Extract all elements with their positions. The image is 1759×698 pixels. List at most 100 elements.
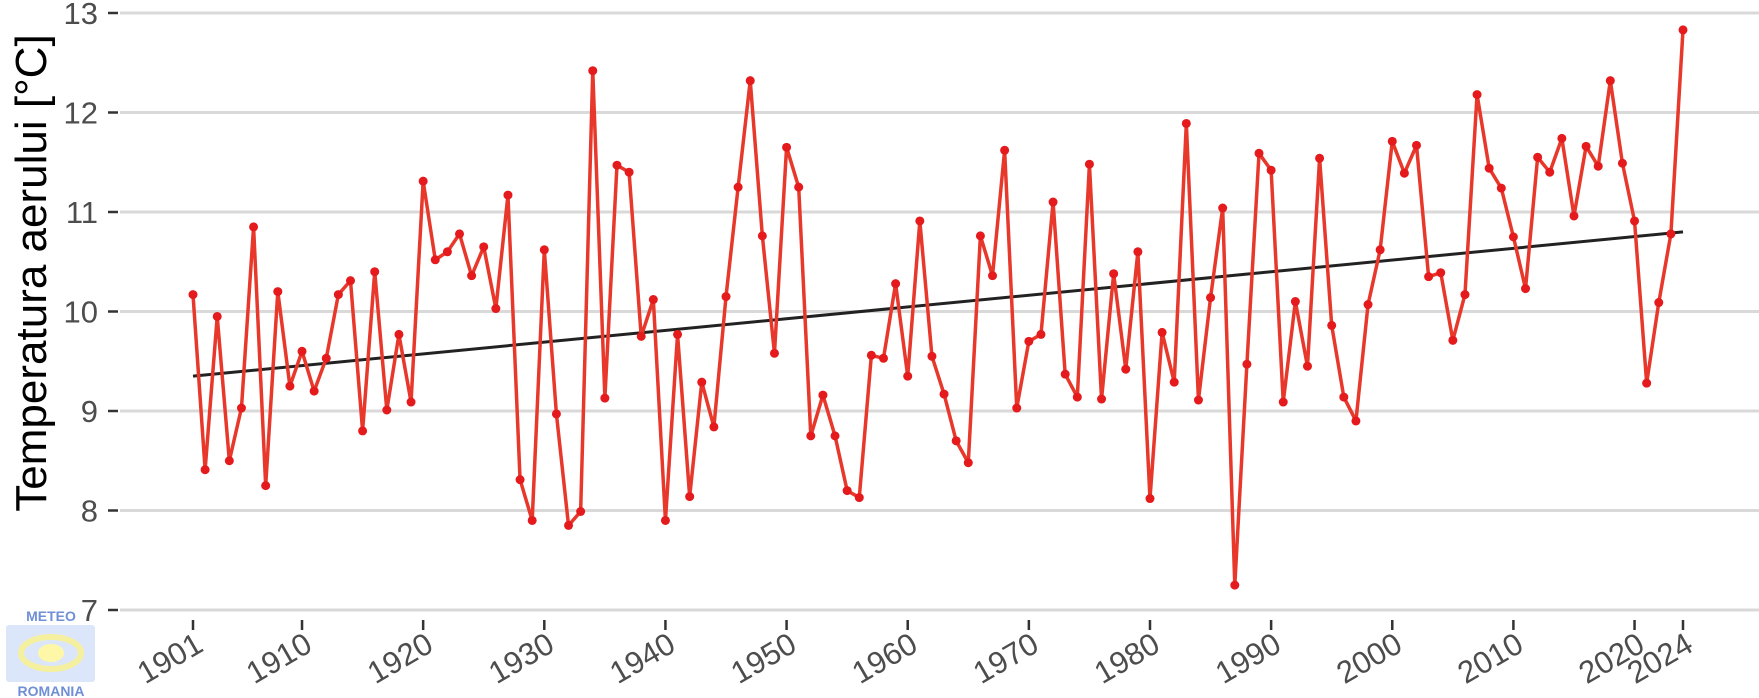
y-tick-label-12: 12 (64, 96, 98, 131)
data-point-1996 (1339, 392, 1349, 402)
trend-line (192, 230, 1684, 378)
y-tick-label-13: 13 (64, 0, 98, 31)
data-point-1965 (963, 458, 973, 468)
data-point-2006 (1460, 290, 1470, 300)
data-point-1932 (564, 520, 574, 530)
data-point-2019 (1617, 158, 1627, 168)
data-point-1948 (757, 231, 767, 241)
data-point-2009 (1496, 183, 1506, 193)
data-point-1974 (1072, 392, 1082, 402)
data-point-2024 (1678, 25, 1688, 35)
y-tick-label-10: 10 (64, 295, 98, 330)
data-point-2002 (1411, 140, 1421, 150)
data-point-2000 (1387, 136, 1397, 146)
data-point-1937 (624, 167, 634, 177)
data-point-1971 (1036, 329, 1046, 339)
data-point-1915 (358, 426, 368, 436)
data-point-1938 (636, 331, 646, 341)
data-point-1997 (1351, 416, 1361, 426)
x-tick-label-2000: 2000 (1331, 626, 1408, 691)
y-tick-label-11: 11 (66, 195, 98, 230)
data-point-1914 (345, 276, 355, 286)
data-point-1946 (733, 182, 743, 192)
data-point-2001 (1399, 168, 1409, 178)
data-point-1918 (394, 329, 404, 339)
data-point-1944 (709, 422, 719, 432)
data-point-1917 (382, 405, 392, 415)
data-point-1943 (697, 377, 707, 387)
data-point-1953 (818, 390, 828, 400)
data-point-1921 (430, 255, 440, 265)
data-point-1911 (309, 386, 319, 396)
data-point-1933 (576, 506, 586, 516)
data-point-2018 (1605, 76, 1615, 86)
x-axis-ticks: 1901 1910 1920 1930 1940 1950 1960 1970 1980 1990… (131, 620, 1699, 691)
data-point-1956 (854, 493, 864, 503)
data-point-1959 (891, 279, 901, 289)
x-tick-label-1940: 1940 (604, 626, 681, 691)
x-tick-label-1910: 1910 (240, 626, 317, 691)
data-point-1957 (866, 350, 876, 360)
data-point-1903 (212, 311, 222, 321)
data-point-1910 (297, 346, 307, 356)
data-point-2017 (1593, 161, 1603, 171)
data-point-1925 (479, 242, 489, 252)
data-point-1940 (660, 515, 670, 525)
data-point-1909 (285, 381, 295, 391)
data-point-1999 (1375, 245, 1385, 255)
data-point-1962 (927, 351, 937, 361)
data-point-1970 (1024, 336, 1034, 346)
data-point-1987 (1230, 580, 1240, 590)
logo-bottom-text: ROMANIA (18, 683, 85, 698)
data-point-1967 (988, 271, 998, 281)
data-point-1976 (1097, 394, 1107, 404)
y-tick-label-7: 7 (81, 593, 98, 628)
data-point-1982 (1169, 377, 1179, 387)
data-point-1912 (321, 353, 331, 363)
data-point-2011 (1521, 284, 1531, 294)
trend-line-layer (192, 230, 1684, 378)
data-point-1951 (794, 182, 804, 192)
data-point-1919 (406, 397, 416, 407)
data-point-1950 (782, 142, 792, 152)
data-point-1979 (1133, 247, 1143, 257)
data-point-1920 (418, 176, 428, 186)
x-tick-label-1930: 1930 (483, 626, 560, 691)
data-point-1981 (1157, 327, 1167, 337)
data-point-1977 (1109, 269, 1119, 279)
x-tick-label-1980: 1980 (1088, 626, 1165, 691)
data-point-2003 (1424, 272, 1434, 282)
data-point-2023 (1666, 229, 1676, 239)
data-point-2021 (1642, 378, 1652, 388)
logo-top-text: METEO (26, 608, 76, 624)
data-point-1934 (588, 66, 598, 76)
x-tick-label-1960: 1960 (846, 626, 923, 691)
data-point-1998 (1363, 300, 1373, 310)
data-point-1994 (1315, 153, 1325, 163)
y-axis-ticks: 7 8 9 10 11 12 13 (64, 0, 118, 628)
data-point-1949 (769, 348, 779, 358)
data-point-1966 (975, 231, 985, 241)
data-point-1941 (673, 329, 683, 339)
data-point-1955 (842, 486, 852, 496)
y-tick-label-9: 9 (81, 394, 98, 429)
data-point-2015 (1569, 211, 1579, 221)
data-point-1928 (515, 475, 525, 485)
series-line-temperature (191, 29, 1685, 587)
data-point-1907 (261, 481, 271, 491)
data-point-1926 (491, 304, 501, 314)
x-tick-label-2010: 2010 (1452, 626, 1529, 691)
data-point-1916 (370, 267, 380, 277)
data-point-1963 (939, 389, 949, 399)
data-point-1961 (915, 216, 925, 226)
data-point-1939 (648, 295, 658, 305)
series-layer (188, 25, 1688, 590)
x-tick-label-1901: 1901 (131, 626, 208, 691)
data-point-1913 (333, 290, 343, 300)
data-point-1924 (467, 271, 477, 281)
data-point-1983 (1181, 118, 1191, 128)
data-point-1936 (612, 160, 622, 170)
gridlines (120, 11, 1759, 612)
y-axis-title: Temperatura aerului [°C] (7, 34, 56, 511)
